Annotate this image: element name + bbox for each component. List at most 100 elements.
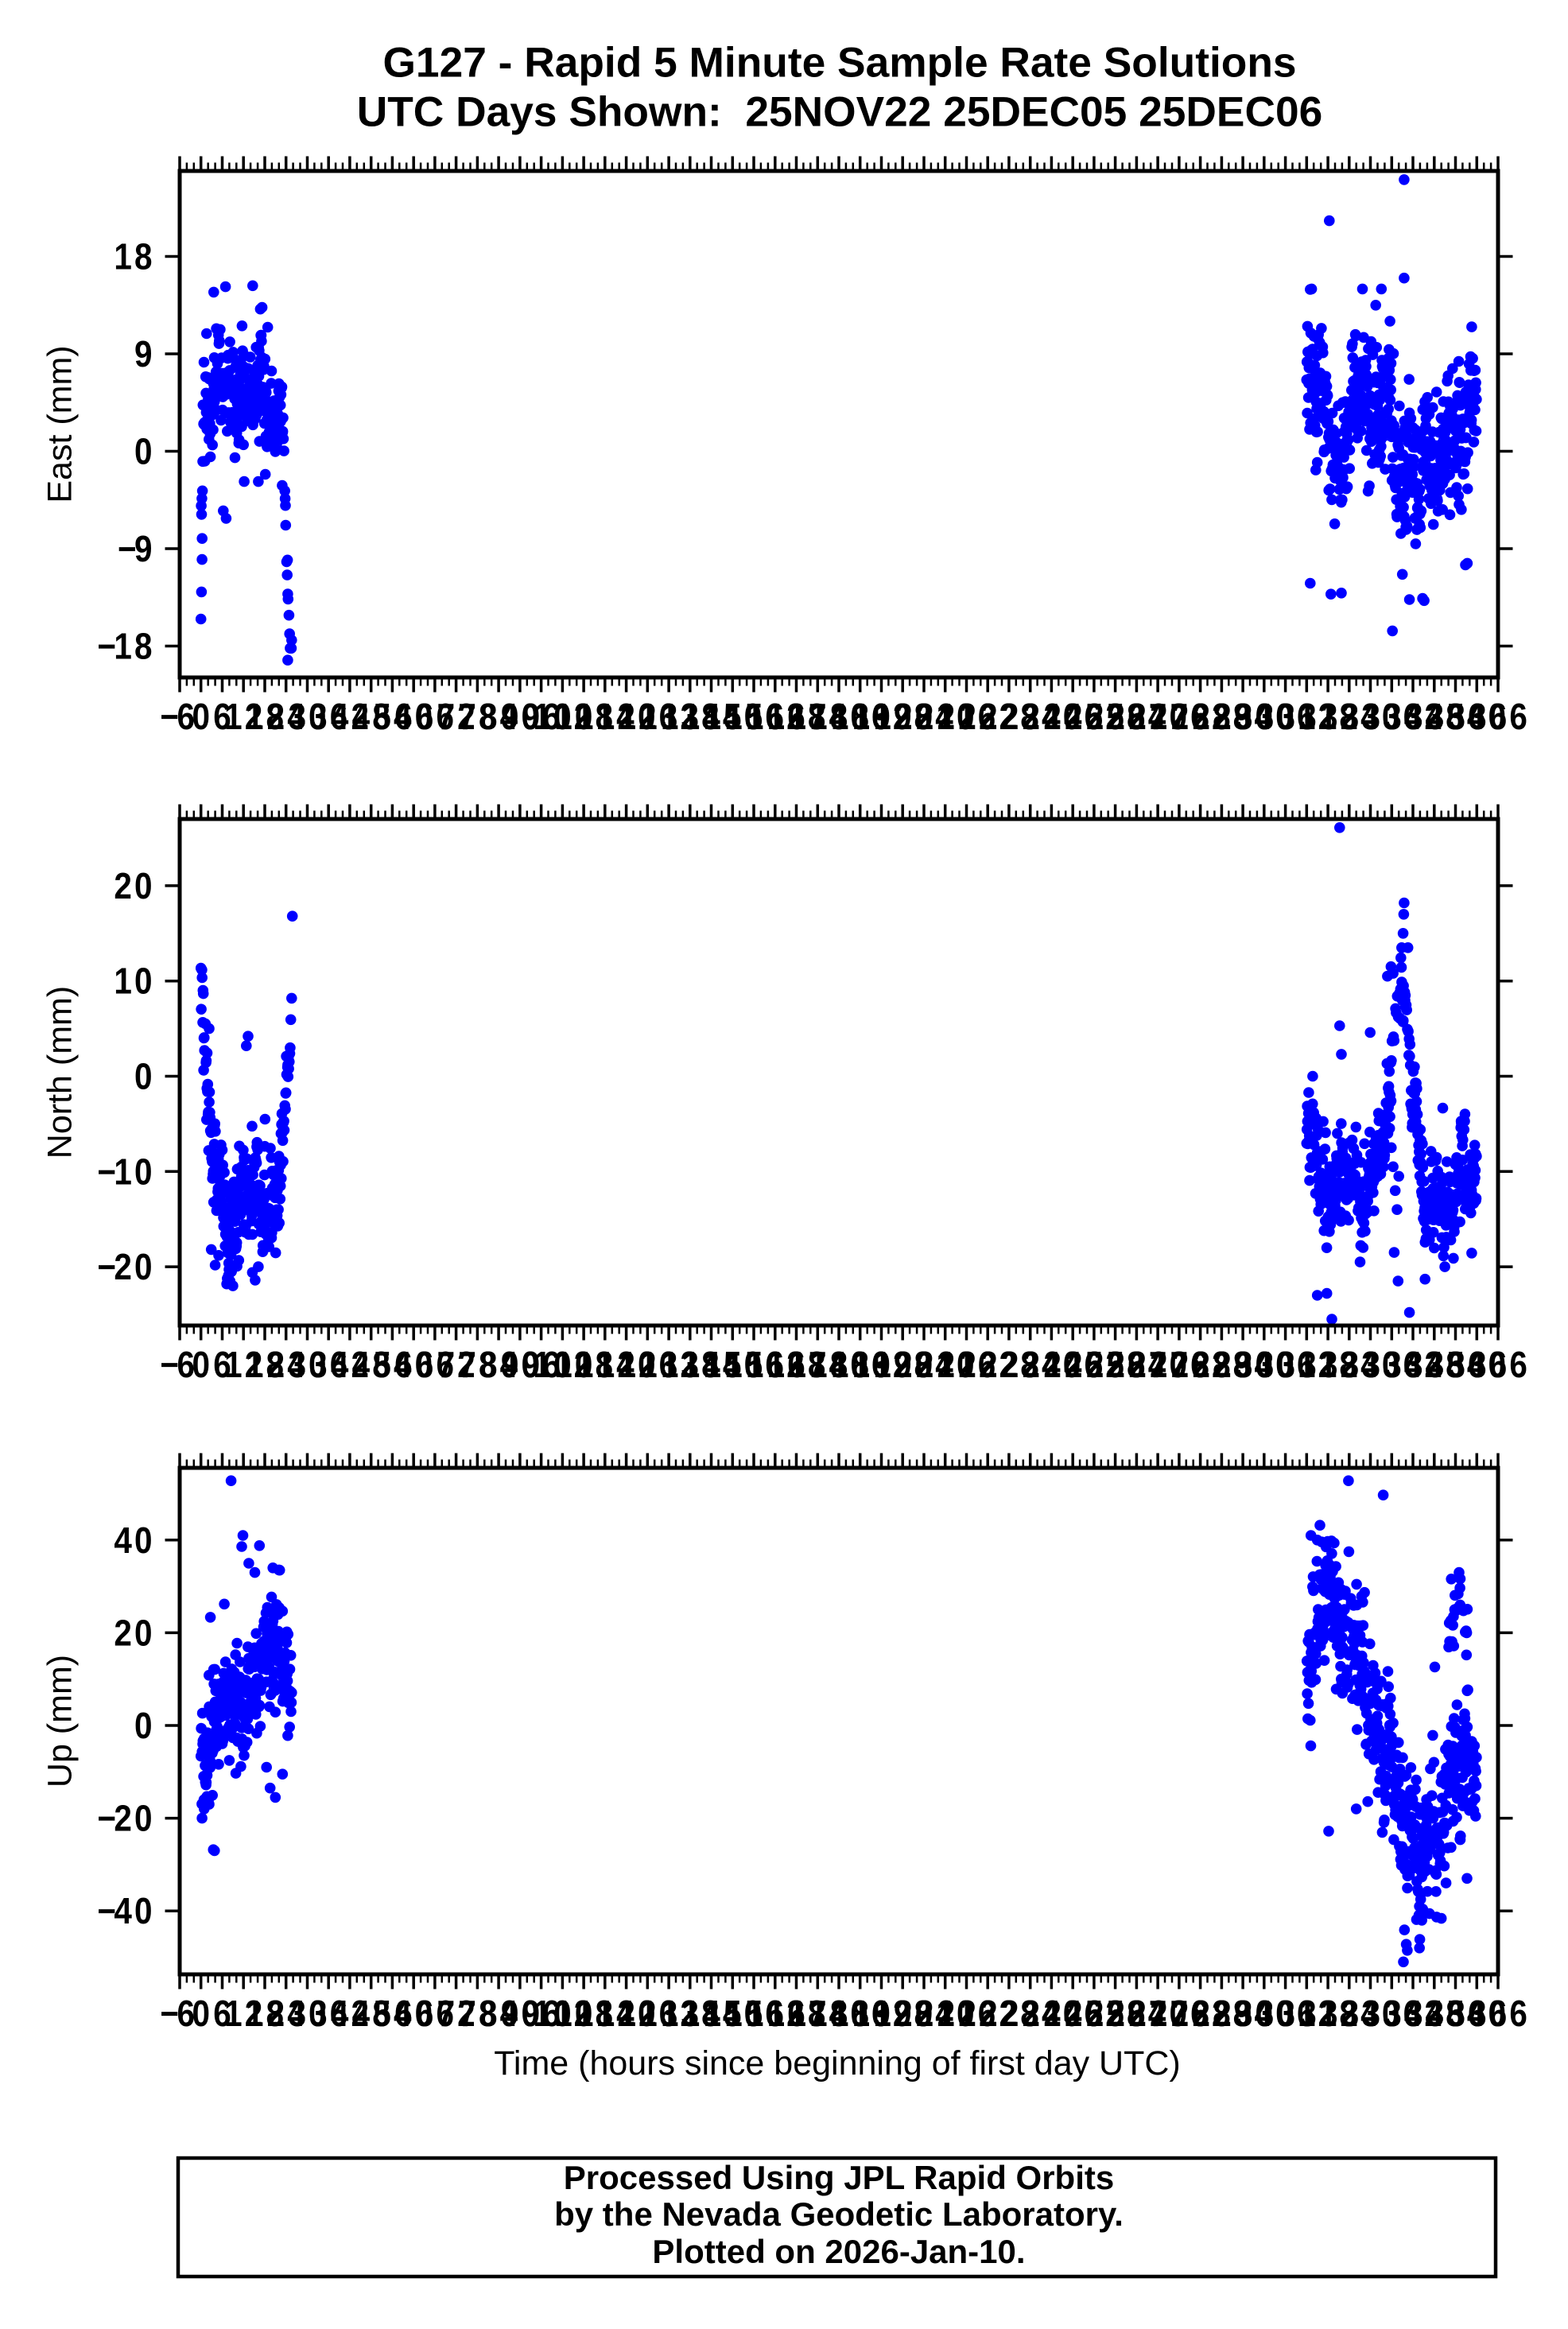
svg-text:6: 6 [213, 697, 231, 738]
svg-text:2: 2 [1212, 1994, 1230, 2035]
svg-text:3: 3 [1235, 697, 1253, 738]
svg-text:1: 1 [746, 1994, 764, 2035]
svg-text:0: 0 [192, 697, 210, 738]
svg-text:0: 0 [744, 697, 763, 738]
svg-text:2: 2 [1128, 1345, 1147, 1386]
svg-text:6: 6 [416, 697, 434, 738]
svg-text:0: 0 [1276, 697, 1294, 738]
svg-text:2: 2 [916, 1345, 934, 1386]
svg-text:4: 4 [1404, 697, 1422, 738]
svg-text:3: 3 [1405, 1994, 1423, 2035]
svg-text:1: 1 [852, 1994, 871, 2035]
svg-text:2: 2 [916, 697, 934, 738]
svg-text:8: 8 [1127, 1345, 1145, 1386]
svg-text:2: 2 [980, 1345, 998, 1386]
svg-text:4: 4 [935, 1994, 953, 2035]
svg-text:9: 9 [872, 697, 891, 738]
svg-text:1: 1 [554, 1345, 572, 1386]
svg-text:8: 8 [595, 697, 613, 738]
svg-text:8: 8 [830, 1994, 848, 2035]
svg-text:4: 4 [1148, 1345, 1166, 1386]
svg-text:3: 3 [1384, 697, 1402, 738]
svg-text:4: 4 [1360, 1345, 1379, 1386]
svg-text:0: 0 [638, 1994, 656, 2035]
svg-text:2: 2 [1128, 1994, 1147, 2035]
svg-text:6: 6 [177, 697, 195, 738]
svg-text:2: 2 [895, 1994, 913, 2035]
svg-text:0: 0 [1256, 697, 1274, 738]
svg-text:8: 8 [830, 1345, 848, 1386]
svg-text:2: 2 [1043, 697, 1062, 738]
svg-text:4: 4 [616, 1994, 635, 2035]
svg-text:1: 1 [957, 697, 976, 738]
svg-text:6: 6 [1084, 697, 1102, 738]
svg-text:8: 8 [134, 237, 153, 278]
svg-text:1: 1 [618, 1994, 636, 2035]
svg-text:6: 6 [787, 1994, 805, 2035]
svg-text:4: 4 [935, 1345, 953, 1386]
svg-text:8: 8 [701, 697, 720, 738]
svg-text:0: 0 [1276, 1994, 1294, 2035]
svg-text:9: 9 [522, 697, 541, 738]
svg-text:1: 1 [639, 1345, 658, 1386]
svg-text:2: 2 [1108, 697, 1126, 738]
svg-text:6: 6 [1297, 1994, 1315, 2035]
svg-text:0: 0 [1256, 1345, 1274, 1386]
svg-text:2: 2 [1171, 697, 1190, 738]
svg-text:2: 2 [245, 1994, 263, 2035]
svg-text:3: 3 [1298, 1994, 1317, 2035]
svg-text:9: 9 [1234, 1345, 1252, 1386]
svg-text:3: 3 [1256, 1345, 1275, 1386]
svg-text:0: 0 [134, 1520, 153, 1561]
svg-text:1: 1 [873, 697, 891, 738]
svg-text:3: 3 [1426, 1345, 1445, 1386]
svg-text:3: 3 [1341, 697, 1360, 738]
svg-text:0: 0 [1382, 697, 1400, 738]
svg-text:5: 5 [745, 1345, 763, 1386]
svg-text:6: 6 [1403, 1345, 1422, 1386]
svg-text:1: 1 [114, 1152, 132, 1193]
svg-text:0: 0 [1488, 697, 1507, 738]
svg-text:7: 7 [458, 1994, 476, 2035]
svg-text:9: 9 [501, 697, 519, 738]
svg-text:2: 2 [574, 1345, 592, 1386]
svg-text:1: 1 [873, 1994, 891, 2035]
svg-text:6: 6 [177, 1994, 195, 2035]
svg-text:7: 7 [809, 1345, 827, 1386]
svg-text:3: 3 [1277, 697, 1295, 738]
svg-text:0: 0 [134, 867, 153, 907]
svg-text:0: 0 [134, 1057, 153, 1097]
svg-text:2: 2 [937, 1994, 956, 2035]
svg-text:1: 1 [809, 1994, 828, 2035]
svg-text:5: 5 [745, 697, 763, 738]
svg-text:2: 2 [1000, 1994, 1019, 2035]
svg-text:2: 2 [893, 1345, 911, 1386]
svg-text:3: 3 [1320, 1345, 1338, 1386]
svg-text:2: 2 [958, 697, 976, 738]
svg-text:3: 3 [1405, 697, 1423, 738]
svg-text:7: 7 [1170, 697, 1189, 738]
svg-text:4: 4 [331, 1345, 349, 1386]
svg-text:2: 2 [1105, 1994, 1124, 2035]
svg-text:−: − [97, 1152, 116, 1193]
svg-text:2: 2 [1023, 697, 1041, 738]
svg-text:5: 5 [373, 697, 391, 738]
svg-text:2: 2 [937, 1345, 956, 1386]
svg-text:7: 7 [1149, 1994, 1167, 2035]
svg-text:6: 6 [436, 697, 454, 738]
svg-text:1: 1 [246, 1345, 264, 1386]
svg-text:2: 2 [895, 697, 913, 738]
svg-text:6: 6 [1489, 1345, 1508, 1386]
svg-text:1: 1 [576, 697, 594, 738]
svg-text:2: 2 [1193, 697, 1211, 738]
svg-text:1: 1 [703, 697, 721, 738]
svg-text:6: 6 [330, 1994, 348, 2035]
svg-text:0: 0 [957, 1345, 975, 1386]
svg-text:4: 4 [723, 1345, 741, 1386]
svg-text:4: 4 [394, 1345, 412, 1386]
svg-text:8: 8 [808, 1994, 826, 2035]
svg-text:7: 7 [809, 1994, 827, 2035]
svg-text:5: 5 [724, 1994, 742, 2035]
svg-text:4: 4 [616, 697, 635, 738]
svg-text:8: 8 [1213, 697, 1231, 738]
